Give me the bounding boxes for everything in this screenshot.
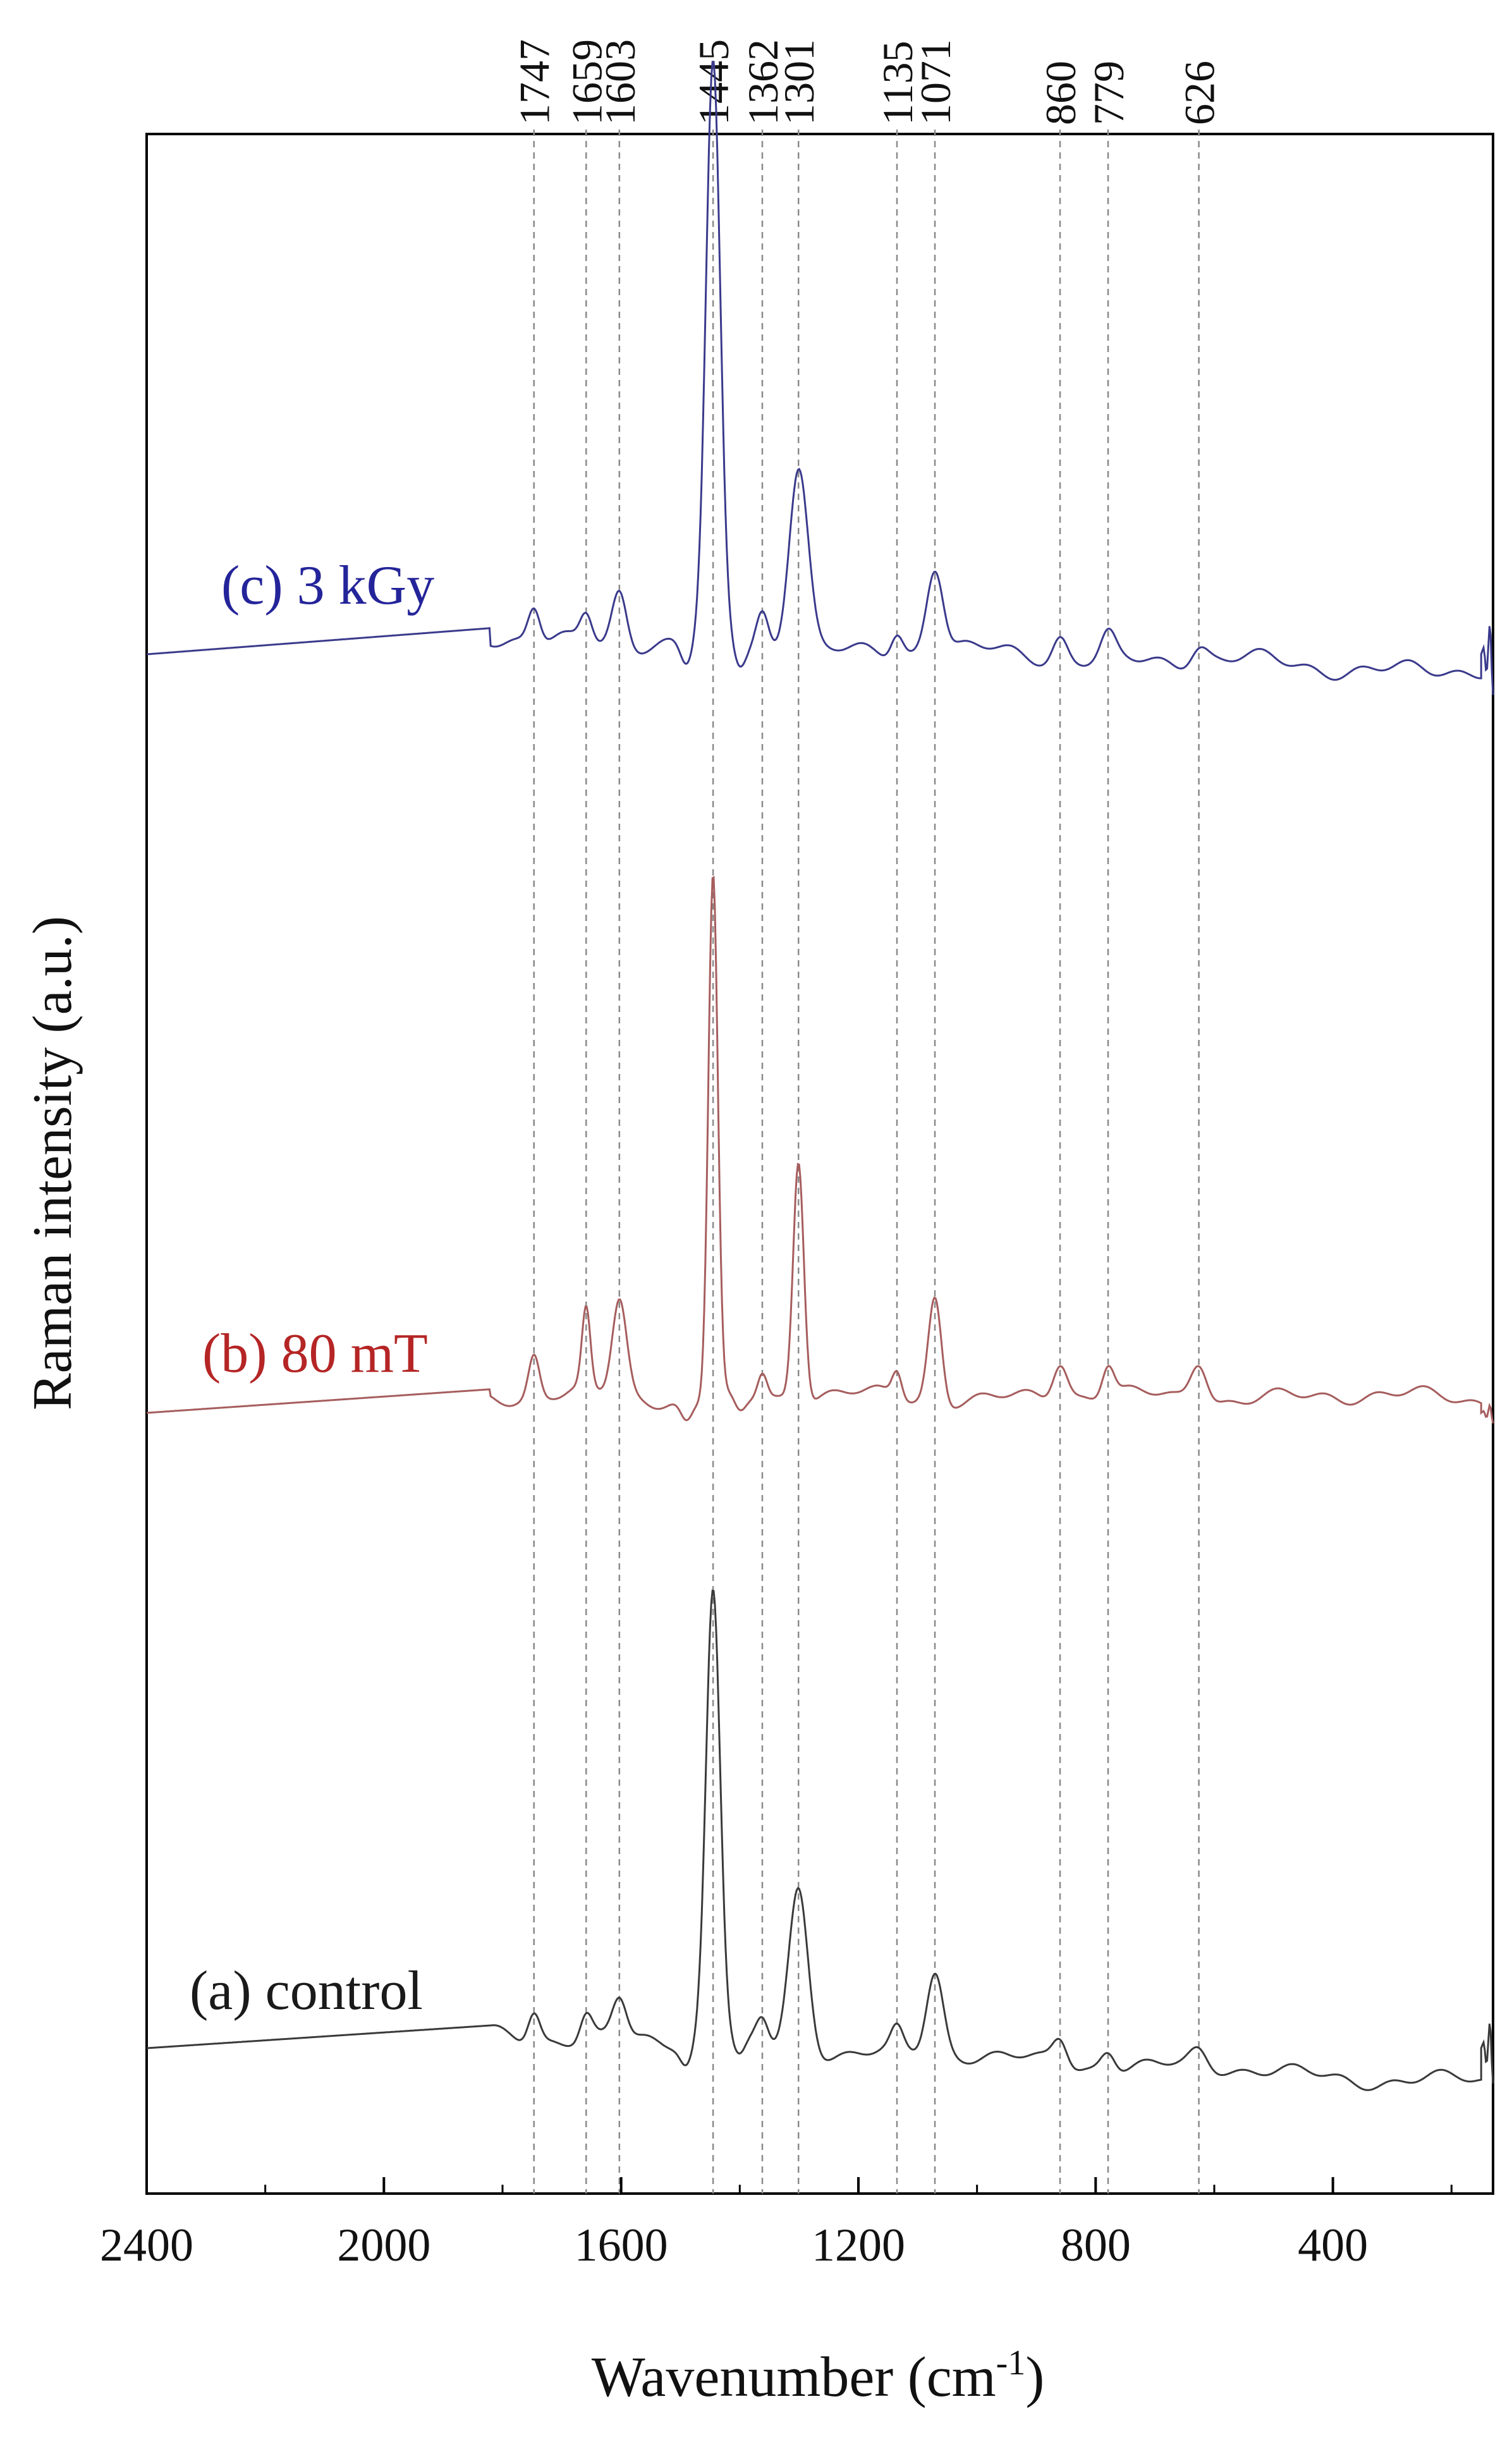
peak-marker-label-1603: 1603 xyxy=(596,39,644,125)
peak-marker-label-779: 779 xyxy=(1085,61,1133,125)
x-axis-title-sup: -1 xyxy=(996,2343,1026,2383)
peak-marker-label-1445: 1445 xyxy=(690,39,738,125)
peak-marker-label-1362: 1362 xyxy=(739,39,787,125)
series-label-b-80-mt: (b) 80 mT xyxy=(202,1323,428,1384)
series-label-c-3-kgy: (c) 3 kGy xyxy=(221,555,434,616)
peak-marker-label-1135: 1135 xyxy=(874,41,922,125)
peak-marker-label-1747: 1747 xyxy=(511,39,559,125)
peak-marker-label-860: 860 xyxy=(1037,61,1085,125)
peak-marker-label-1659: 1659 xyxy=(563,39,611,125)
x-tick-label-1200: 1200 xyxy=(812,2219,905,2271)
x-tick-label-2400: 2400 xyxy=(100,2219,193,2271)
series-line-b-80-mt xyxy=(146,876,1494,1424)
x-tick-label-1600: 1600 xyxy=(575,2219,668,2271)
x-axis-title-main: Wavenumber (cm xyxy=(592,2346,996,2408)
series-line-a-control xyxy=(146,1589,1494,2091)
series-label-a-control: (a) control xyxy=(190,1960,423,2022)
x-tick-label-2000: 2000 xyxy=(337,2219,430,2271)
series-line-c-3-kgy xyxy=(146,61,1494,695)
peak-marker-label-1301: 1301 xyxy=(775,39,823,125)
x-axis-title: Wavenumber (cm-1) xyxy=(592,2343,1045,2408)
peak-marker-label-1071: 1071 xyxy=(911,39,960,125)
plot-frame xyxy=(145,133,1494,2195)
x-axis: 2400 2000 1600 1200 800 400 xyxy=(100,2177,1453,2271)
x-axis-title-close: ) xyxy=(1025,2346,1044,2408)
x-tick-label-400: 400 xyxy=(1298,2219,1368,2271)
peak-marker-label-626: 626 xyxy=(1176,61,1224,125)
series-group: (c) 3 kGy (b) 80 mT (a) control xyxy=(146,61,1494,2091)
x-tick-label-800: 800 xyxy=(1061,2219,1131,2271)
y-axis-title: Raman intensity (a.u.) xyxy=(22,916,83,1410)
